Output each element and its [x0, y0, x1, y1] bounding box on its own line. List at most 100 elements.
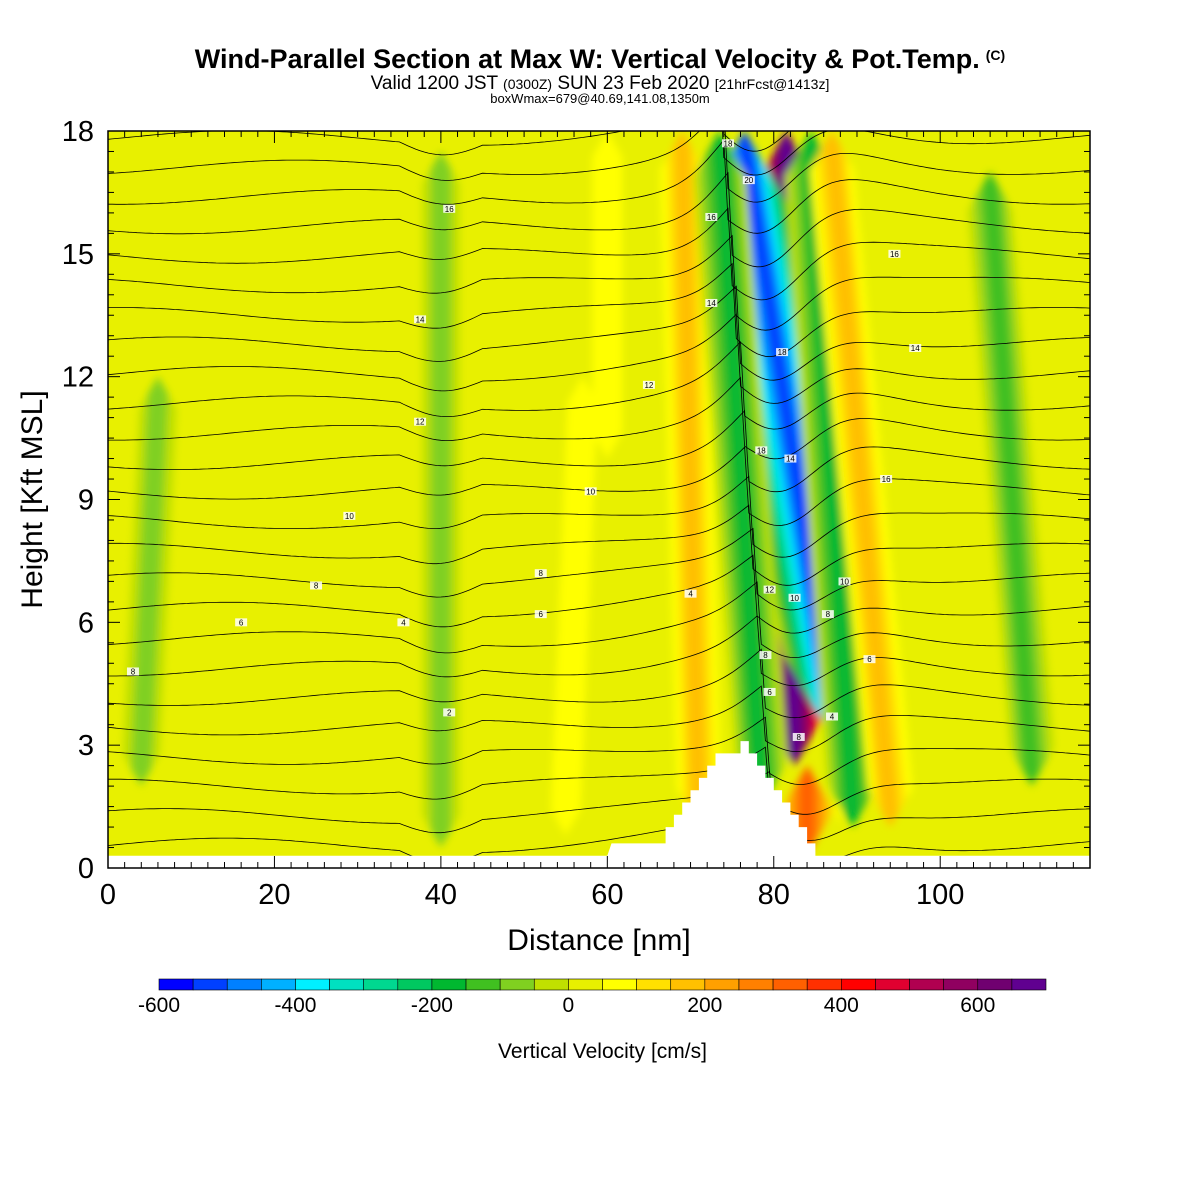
theta-label-15: 16: [445, 205, 454, 214]
valid-time: Valid 1200 JST (0300Z) SUN 23 Feb 2020 […: [0, 73, 1200, 95]
theta-contour: [108, 770, 1090, 841]
colorbar-tick-label: 600: [960, 994, 995, 1017]
w-band-7-3: [981, 171, 1041, 787]
theta-contour: [108, 234, 1090, 331]
colorbar-swatch: [363, 978, 399, 991]
theta-contours: [108, 131, 1090, 865]
theta-label-bg: [821, 610, 834, 619]
velocity-field: [122, 131, 1055, 856]
theta-label-3: 6: [239, 618, 244, 627]
w-band-4-4: [712, 131, 769, 807]
colorbar-swatch: [568, 978, 603, 991]
theta-label-bg: [414, 315, 427, 324]
y-tick-label: 3: [78, 730, 94, 762]
theta-label-bg: [776, 348, 789, 357]
colorbar-tick-label: 400: [824, 994, 859, 1017]
y-tick-label: 0: [78, 853, 94, 885]
theta-contour: [108, 207, 1090, 301]
y-tick-label: 18: [62, 116, 94, 148]
theta-contour: [108, 615, 1090, 687]
theta-label-bg: [742, 176, 755, 185]
theta-label-bg: [763, 687, 776, 696]
valid-date: SUN 23 Feb 2020: [557, 73, 710, 94]
theta-contour: [108, 648, 1090, 719]
theta-label-bg: [705, 298, 718, 307]
x-tick-label: 60: [591, 879, 623, 911]
colorbar-tick-label: -200: [411, 994, 453, 1017]
theta-label-31: 4: [830, 713, 835, 722]
theta-label-17: 16: [890, 250, 899, 259]
colorbar-swatch: [192, 978, 228, 991]
theta-label-bg: [888, 249, 901, 258]
colorbar-swatch: [329, 978, 364, 991]
theta-label-16: 16: [707, 213, 716, 222]
colorbar-swatch: [533, 978, 569, 991]
w-band-6-3: [823, 131, 899, 828]
colorbar-swatch: [499, 978, 535, 991]
x-tick-label: 0: [100, 879, 116, 911]
colorbar-swatch: [158, 978, 194, 991]
colorbar-swatch: [875, 978, 910, 991]
theta-label-bg: [792, 732, 805, 741]
colorbar-swatch: [943, 978, 979, 991]
theta-contour: [108, 796, 1090, 865]
theta-label-26: 10: [840, 577, 849, 586]
theta-label-14: 14: [911, 344, 920, 353]
x-axis-label: Distance [nm]: [507, 924, 690, 957]
theta-label-13: 14: [707, 299, 716, 308]
theta-label-25: 10: [790, 594, 799, 603]
theta-label-32: 8: [797, 733, 802, 742]
theta-label-bg: [235, 618, 248, 627]
colorbar-swatch: [226, 978, 262, 991]
colorbar-swatch: [909, 978, 944, 991]
w-band-5-4: [803, 131, 861, 828]
theta-label-bg: [880, 475, 893, 484]
colorbar-swatch: [1011, 978, 1047, 991]
theta-label-30: 6: [767, 688, 772, 697]
theta-label-bg: [684, 589, 697, 598]
theta-label-21: 18: [757, 446, 766, 455]
theta-label-bg: [826, 712, 839, 721]
y-axis-label: Height [Kft MSL]: [16, 390, 49, 608]
theta-contour: [108, 746, 1090, 815]
theta-contour: [108, 131, 1090, 203]
colorbar-swatch: [636, 978, 672, 991]
colorbar-swatch: [397, 978, 433, 991]
theta-label-10: 12: [416, 418, 425, 427]
plot-area: 2 4 4 6 6 8 8 8 10 10 12 12 14 14 14 16 16 16 16 18 18 18 14 20…: [108, 131, 1090, 868]
theta-label-bg: [759, 651, 772, 660]
x-tick-label: 80: [758, 879, 790, 911]
y-tick-label: 6: [78, 607, 94, 639]
theta-label-bg: [755, 446, 768, 455]
colorbar-swatch: [602, 978, 637, 991]
theta-label-8: 10: [345, 512, 354, 521]
theta-label-0: 2: [447, 708, 452, 717]
colorbar-swatch: [704, 978, 740, 991]
theta-contour: [108, 504, 1090, 586]
theta-contour: [108, 262, 1090, 358]
theta-label-5: 8: [131, 667, 136, 676]
theta-label-bg: [763, 585, 776, 594]
y-tick-label: 12: [62, 362, 94, 394]
colorbar-swatch: [261, 978, 296, 991]
theta-label-bg: [443, 708, 456, 717]
theta-label-bg: [443, 204, 456, 213]
w-band-11-1: [592, 131, 623, 459]
theta-label-bg: [343, 511, 356, 520]
theta-label-28: 8: [826, 610, 831, 619]
theta-label-6: 8: [314, 581, 319, 590]
box-wmax: boxWmax=679@40.69,141.08,1350m: [490, 91, 710, 106]
theta-label-29: 6: [867, 655, 872, 664]
theta-label-bg: [310, 581, 323, 590]
theta-contour: [108, 376, 1090, 460]
theta-label-1: 4: [401, 618, 406, 627]
theta-contour: [108, 527, 1090, 611]
theta-label-9: 10: [586, 487, 595, 496]
theta-contour: [108, 409, 1090, 493]
colorbar-swatch: [431, 978, 467, 991]
theta-contour: [108, 554, 1090, 634]
colorbar-swatch: [806, 978, 842, 991]
theta-contour: [108, 171, 1090, 268]
theta-label-23: 20: [744, 176, 753, 185]
